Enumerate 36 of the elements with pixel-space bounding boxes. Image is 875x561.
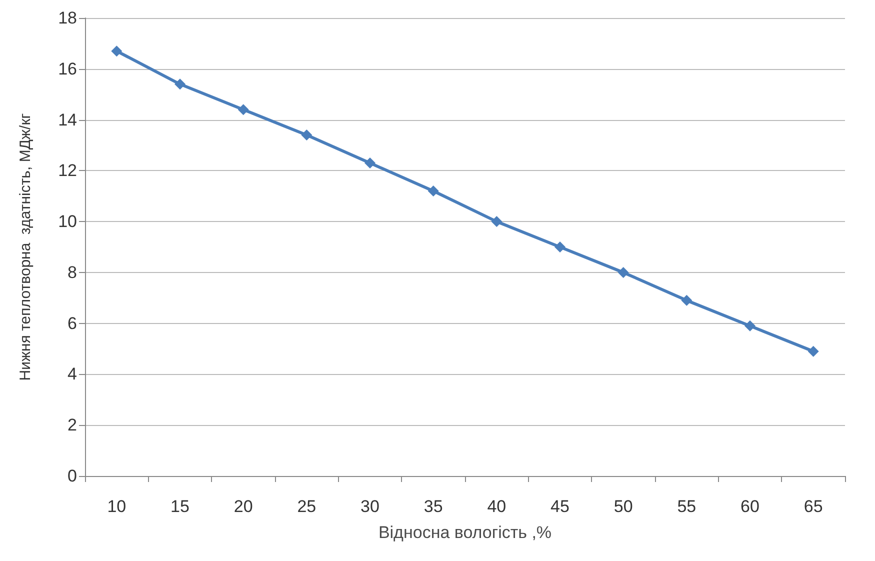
x-tick-label: 40	[487, 497, 506, 516]
point	[428, 186, 439, 197]
x-tick-label: 25	[297, 497, 316, 516]
x-tick-label: 65	[804, 497, 823, 516]
x-tick-label: 20	[234, 497, 253, 516]
y-tick-label: 0	[68, 466, 77, 486]
y-axis-title: Нижня теплотворна здатність, МДж/кг	[17, 112, 34, 381]
x-tick-label: 45	[550, 497, 570, 516]
x-tick-label: 50	[614, 497, 633, 516]
x-tick-label: 55	[677, 497, 696, 516]
y-tick-label: 10	[58, 212, 77, 232]
y-tick-label: 16	[58, 59, 77, 78]
x-tick-label: 35	[424, 497, 443, 516]
point	[744, 320, 756, 332]
point	[554, 242, 566, 252]
point	[364, 158, 376, 169]
point	[238, 104, 249, 116]
point	[618, 266, 629, 278]
y-tick-label: 4	[68, 364, 77, 384]
y-tick-label: 18	[58, 8, 77, 28]
y-tick-label: 14	[58, 110, 77, 130]
x-tick-label: 60	[740, 497, 760, 516]
x-tick-label: 30	[360, 497, 380, 516]
point	[301, 130, 312, 141]
y-tick-label: 8	[68, 262, 77, 282]
y-tick-label: 12	[58, 161, 77, 180]
point	[808, 346, 819, 357]
point	[174, 78, 186, 90]
x-tick-label: 10	[107, 497, 126, 516]
point	[491, 216, 502, 228]
x-tick-label: 15	[170, 497, 190, 516]
x-axis-title: Відносна вологість ,%	[378, 523, 552, 542]
y-tick-label: 6	[68, 314, 77, 333]
y-tick-label: 2	[68, 416, 77, 435]
point	[681, 294, 692, 306]
point	[111, 46, 122, 57]
